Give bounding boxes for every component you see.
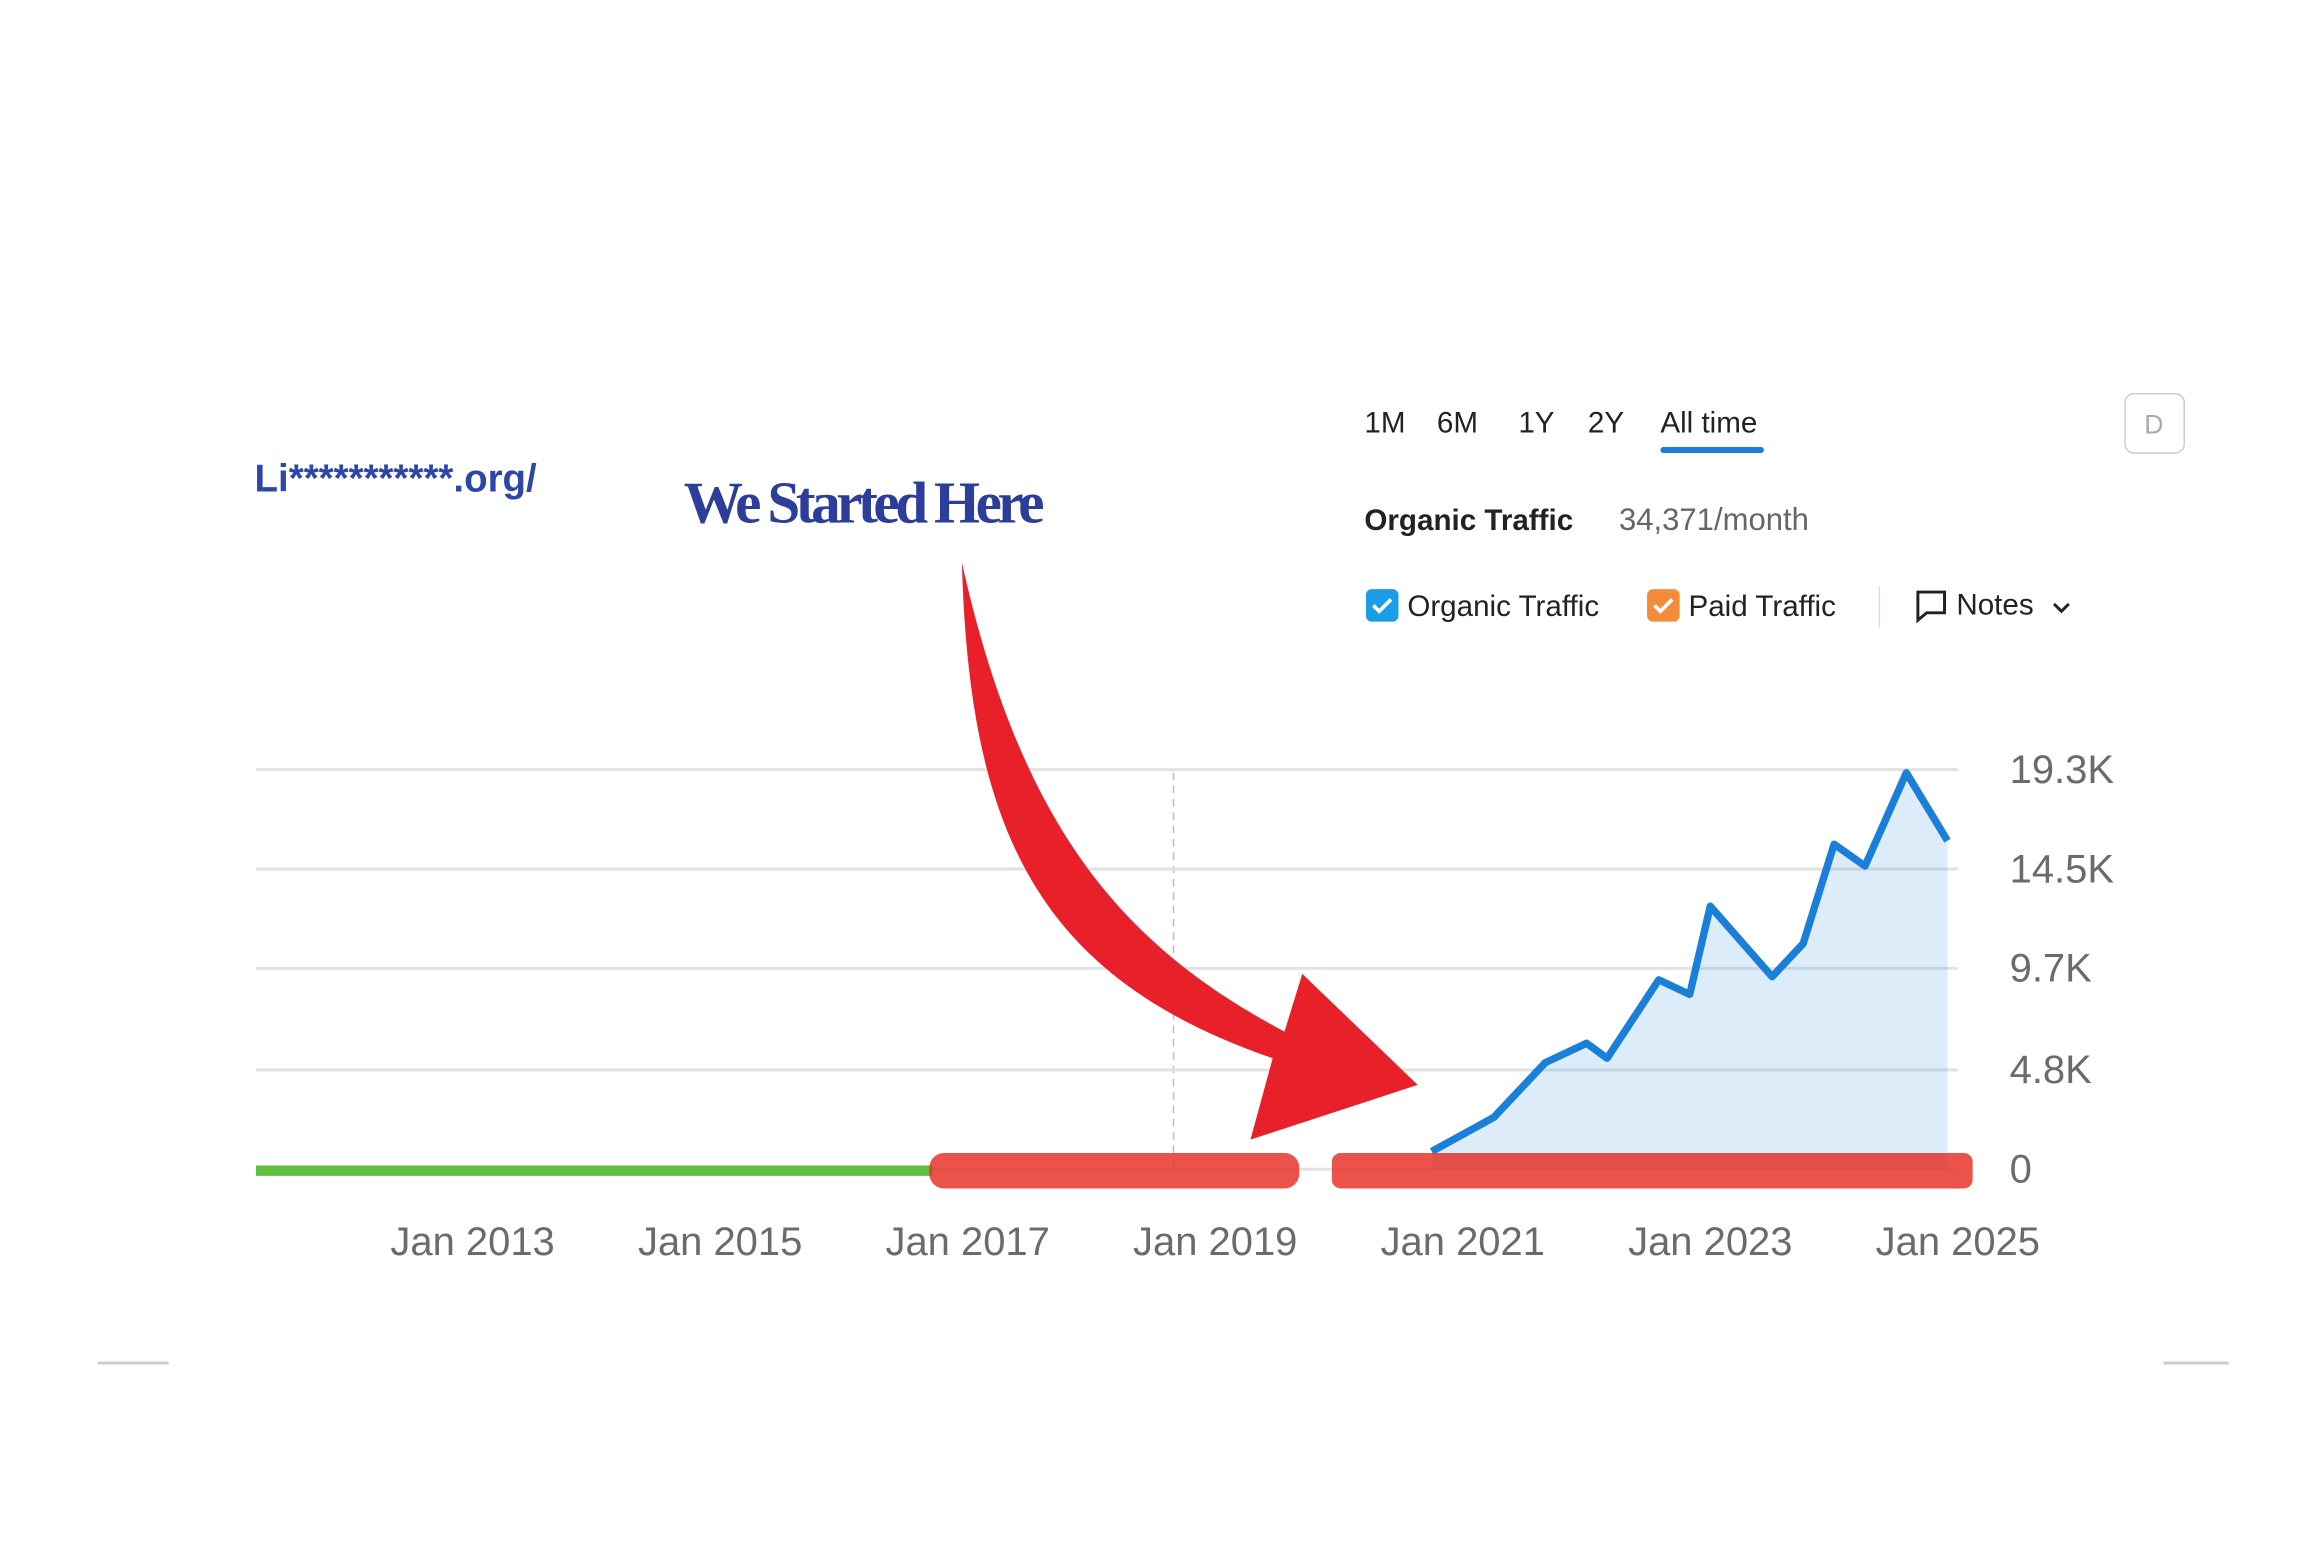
check (1371, 598, 1393, 614)
legend-label: Organic Traffic (1407, 590, 1599, 623)
x-tick-label: Jan 2021 (1381, 1220, 1545, 1264)
button[interactable] (2124, 393, 2185, 454)
legend-label: Paid Traffic (1689, 590, 1837, 623)
range-tab[interactable]: 1Y (1518, 406, 1554, 439)
y-tick-label: 4.8K (2010, 1048, 2093, 1092)
checkbox[interactable] (1647, 589, 1680, 622)
x-tick-label: Jan 2013 (390, 1220, 554, 1264)
notes-label[interactable]: Notes (1956, 588, 2033, 621)
y-tick-label: 19.3K (2010, 748, 2115, 792)
chevron (2052, 602, 2070, 614)
y-tick-label: 9.7K (2010, 947, 2093, 991)
y-tick-label: 14.5K (2010, 847, 2115, 891)
notes-icon (1916, 590, 1946, 624)
button-label: D (2144, 410, 2163, 440)
x-tick-label: Jan 2015 (638, 1220, 802, 1264)
range-tab[interactable]: All time (1660, 406, 1757, 439)
event-markers (929, 1152, 1300, 1189)
x-tick-label: Jan 2019 (1133, 1220, 1297, 1264)
area (1431, 772, 1948, 1170)
metric-label: Organic Traffic (1364, 504, 1573, 537)
x-tick-label: Jan 2017 (886, 1220, 1050, 1264)
plot (1429, 769, 1951, 1170)
arrow (961, 562, 1418, 1140)
metric-value: 34,371/month (1619, 502, 1809, 537)
check (1653, 598, 1674, 614)
x-tick-label: Jan 2023 (1628, 1220, 1792, 1264)
range-tab[interactable]: 1M (1364, 406, 1405, 439)
line (1429, 769, 1951, 1155)
range-tab[interactable]: 6M (1437, 406, 1478, 439)
x-tick-label: Jan 2025 (1876, 1220, 2040, 1264)
y-tick-label: 0 (2010, 1148, 2032, 1192)
event-markers (1331, 1152, 1973, 1189)
grid: 0 4.8K 9.7K 14.5K 19.3K Jan 2013 Jan 2015 Jan 2… (256, 748, 2114, 1264)
checkbox[interactable] (1365, 589, 1399, 622)
site-name: Li***********.org/ (255, 457, 538, 500)
range-tabs: 1M 6M 1Y 2Y All time (1364, 406, 1764, 453)
tab-underline (1660, 447, 1764, 453)
range-tab[interactable]: 2Y (1588, 406, 1624, 439)
headline: We Started Here (684, 470, 1044, 536)
